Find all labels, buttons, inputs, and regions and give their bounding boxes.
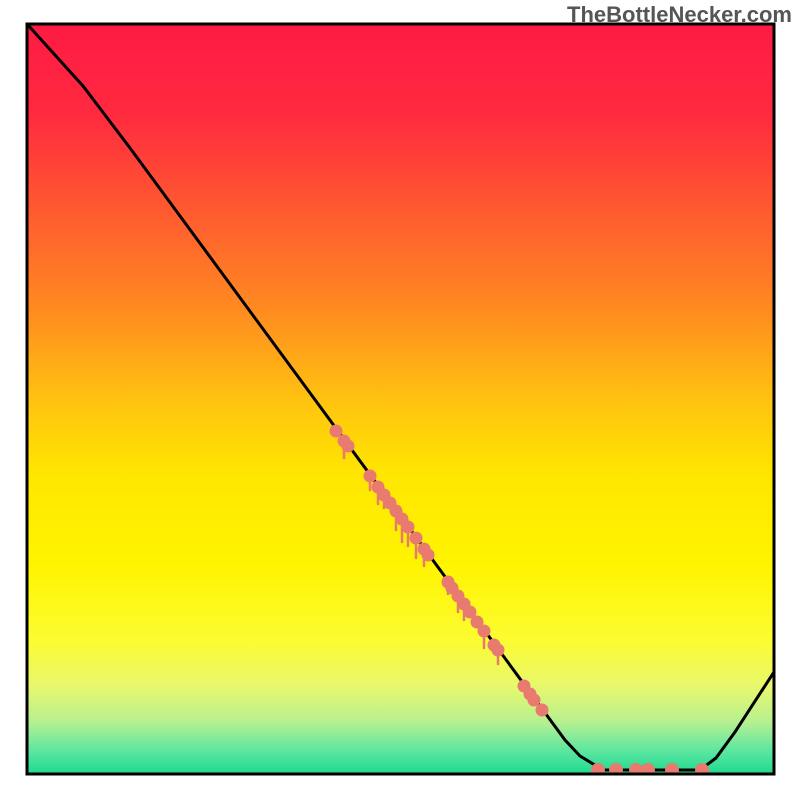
chart-container: TheBottleNecker.com — [0, 0, 800, 800]
scatter-point — [410, 532, 423, 545]
scatter-point — [536, 704, 549, 717]
scatter-point — [342, 440, 355, 453]
scatter-point — [364, 470, 377, 483]
watermark-text: TheBottleNecker.com — [567, 2, 792, 28]
chart-svg — [0, 0, 800, 800]
scatter-point — [402, 521, 415, 534]
scatter-point — [478, 625, 491, 638]
plot-area — [27, 24, 774, 777]
scatter-point — [492, 644, 505, 657]
gradient-background — [27, 24, 774, 774]
scatter-point — [422, 549, 435, 562]
